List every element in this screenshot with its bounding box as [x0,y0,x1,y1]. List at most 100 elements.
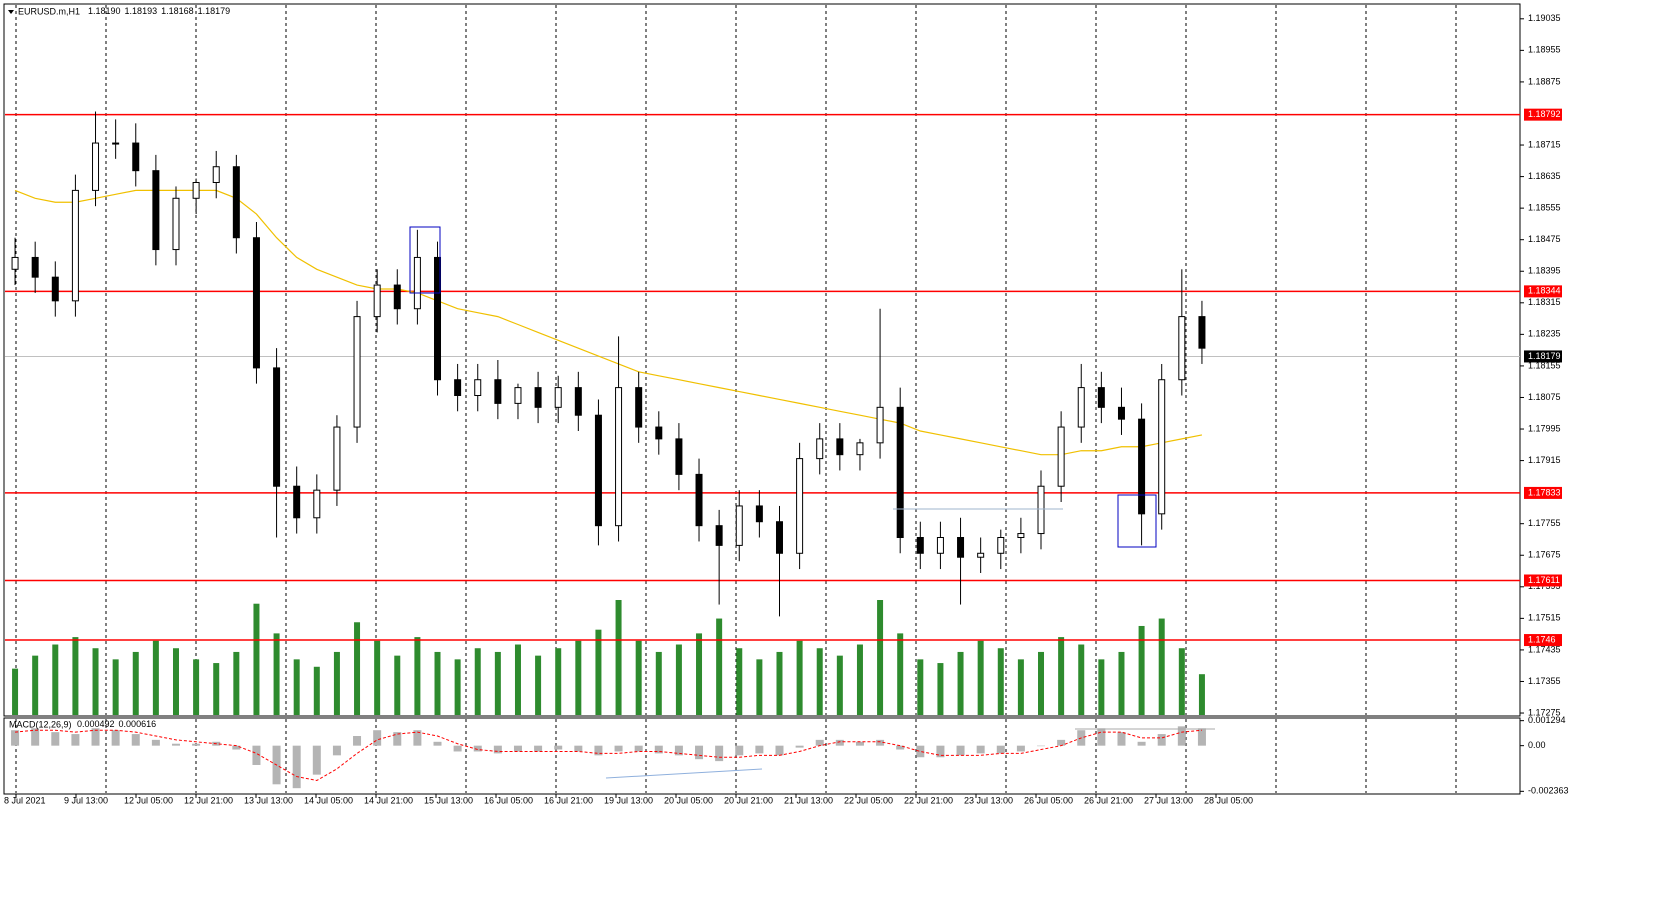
volume-bar [997,648,1004,715]
candle-body [715,525,723,546]
y-tick-label: 0.001294 [1528,715,1566,725]
candle-body [132,142,140,172]
volume-bar [233,651,240,715]
macd-bar [755,745,764,754]
volume-bar [977,640,984,715]
macd-bar [654,745,663,754]
x-tick-label: 20 Jul 21:00 [724,795,773,805]
candle-body [755,505,763,523]
candle-body [1097,387,1105,408]
volume-bar [877,600,884,715]
menu-arrow[interactable] [8,10,14,14]
macd-bar [1177,726,1186,746]
macd-bar [31,728,40,746]
macd-bar [996,745,1005,754]
candle-body [172,197,180,251]
y-tick-label: -0.002363 [1528,786,1569,796]
x-tick-label: 28 Jul 05:00 [1204,795,1253,805]
volume-bar [836,655,843,715]
volume-bar [474,648,481,715]
macd-bar [735,745,744,756]
candle-body [896,406,904,539]
candle-body [836,438,844,456]
macd-bar [111,730,120,746]
macd-readout: 0.000492 0.000616 [77,719,156,729]
level-label: 1.18344 [1528,286,1561,296]
candle-body [1017,533,1025,538]
macd-bar [695,745,704,760]
volume-bar [776,651,783,715]
volume-bar [675,644,682,715]
volume-bar [132,651,139,715]
candle-body [313,489,321,519]
level-label: 1.1746 [1528,634,1556,644]
volume-bar [1198,674,1205,715]
symbol-title: EURUSD.m,H1 [18,6,80,16]
candle-body [71,189,79,302]
volume-bar [696,633,703,715]
x-tick-label: 13 Jul 13:00 [244,795,293,805]
volume-bar [293,659,300,715]
candle-body [11,256,19,270]
candle-body [977,552,985,558]
volume-bar [1078,644,1085,715]
candle-body [192,182,200,199]
y-tick-label: 1.18235 [1528,329,1561,339]
candle-body [474,379,482,397]
volume-bar [716,618,723,715]
candle-body [373,284,381,318]
macd-bar [91,728,100,746]
volume-bar [273,633,280,715]
candle-body [413,256,421,310]
macd-bar [332,745,341,756]
volume-bar [112,659,119,715]
volume-bar [1058,637,1065,715]
volume-bar [575,640,582,715]
candle-body [333,426,341,491]
x-tick-label: 9 Jul 13:00 [64,795,108,805]
candle-body [796,458,804,554]
x-tick-label: 23 Jul 13:00 [964,795,1013,805]
macd-bar [71,734,80,746]
macd-bar [232,745,241,750]
candle-body [1117,406,1125,420]
candle-body [273,367,281,487]
macd-bar [433,741,442,746]
macd-bar [353,736,362,746]
candle-body [1057,426,1065,487]
y-tick-label: 1.18875 [1528,76,1561,86]
y-tick-label: 1.17995 [1528,423,1561,433]
candle-body [152,170,160,251]
candle-body [92,142,100,191]
volume-bar [1158,618,1165,715]
macd-bar [855,741,864,746]
candle-body [1178,316,1186,381]
volume-bar [454,659,461,715]
y-tick-label: 1.18635 [1528,171,1561,181]
volume-bar [193,659,200,715]
candle-body [574,387,582,416]
candle-body [534,387,542,408]
volume-bar [1017,659,1024,715]
quote-value: 1.18193 [125,6,158,16]
volume-bar [72,637,79,715]
x-tick-label: 22 Jul 05:00 [844,795,893,805]
volume-bar [354,622,361,715]
macd-bar [1057,739,1066,746]
volume-bar [957,651,964,715]
macd-bar [1037,745,1046,747]
macd-bar [513,745,522,752]
macd-bar [1197,728,1206,746]
x-tick-label: 15 Jul 13:00 [424,795,473,805]
volume-bar [615,600,622,715]
level-tag [1524,285,1562,298]
volume-bar [937,663,944,715]
macd-bar [373,730,382,746]
macd-bar [916,745,925,758]
x-tick-label: 14 Jul 21:00 [364,795,413,805]
candle-body [252,237,260,369]
main-panel [3,3,1521,717]
y-tick-label: 1.18555 [1528,203,1561,213]
candle-body [876,406,884,444]
macd-bar [534,745,543,752]
